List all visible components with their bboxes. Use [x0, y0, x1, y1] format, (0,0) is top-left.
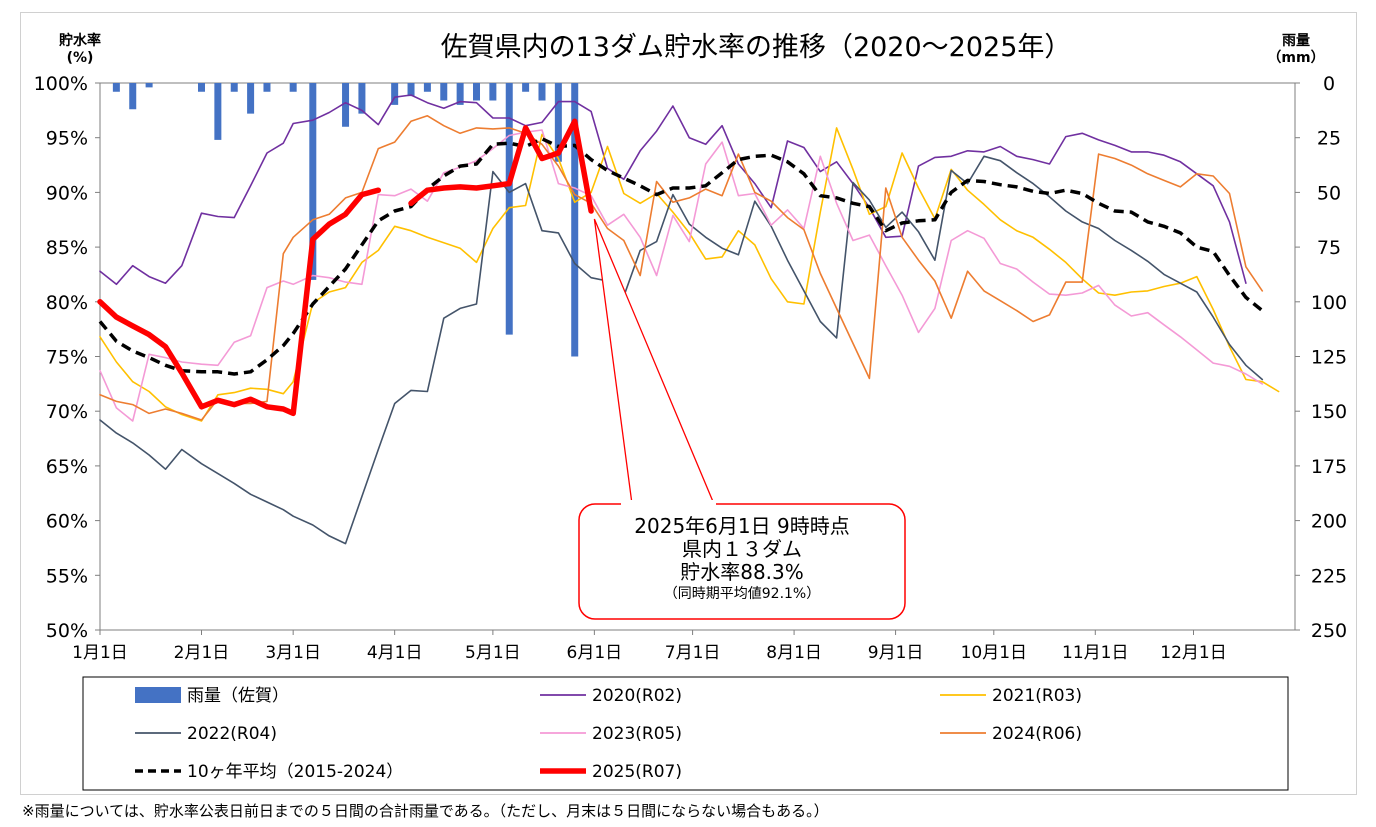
- left-tick-label: 75%: [46, 347, 88, 369]
- annotation-callout: 2025年6月1日 9時時点 県内１３ダム 貯水率88.3% （同時期平均値92…: [578, 218, 906, 620]
- right-tick-label: 75: [1317, 237, 1341, 259]
- right-axis-caption: 雨量: [1282, 33, 1310, 49]
- legend-label: 2022(R04): [187, 724, 277, 744]
- rain-bar: [391, 83, 399, 105]
- series-line: [99, 115, 1264, 421]
- x-tick-label: 3月1日: [265, 643, 321, 663]
- x-tick-label: 9月1日: [868, 643, 924, 663]
- rain-bar: [214, 83, 222, 140]
- right-tick-label: 50: [1317, 182, 1341, 204]
- x-tick-label: 10月1日: [961, 643, 1027, 663]
- x-tick-label: 7月1日: [665, 643, 721, 663]
- rain-bar: [112, 83, 120, 92]
- left-tick-label: 55%: [46, 565, 88, 587]
- right-axis-unit: （mm）: [1267, 50, 1324, 66]
- right-tick-label: 150: [1311, 401, 1347, 423]
- rain-bars: [112, 83, 579, 357]
- x-tick-label: 2月1日: [174, 643, 230, 663]
- right-tick-label: 0: [1323, 73, 1335, 95]
- rain-bar: [263, 83, 271, 92]
- footnote: ※雨量については、貯水率公表日前日までの５日間の合計雨量である。（ただし、月末は…: [22, 802, 829, 820]
- left-tick-label: 65%: [46, 456, 88, 478]
- annotation-box: [578, 503, 906, 620]
- rain-bar: [358, 83, 366, 114]
- right-tick-label: 25: [1317, 128, 1341, 150]
- legend-label: 2024(R06): [992, 724, 1082, 744]
- x-tick-label: 6月1日: [567, 643, 623, 663]
- left-tick-label: 70%: [46, 401, 88, 423]
- series-line: [99, 94, 1247, 286]
- left-axis-unit: (%): [67, 50, 94, 66]
- x-tick-label: 1月1日: [72, 643, 128, 663]
- chart-frame: [20, 12, 1357, 795]
- right-tick-label: 175: [1311, 456, 1347, 478]
- legend-label: 2020(R02): [592, 686, 682, 706]
- rain-bar: [554, 83, 562, 162]
- series-line: [99, 129, 1264, 422]
- legend-label: 10ヶ年平均（2015-2024）: [187, 762, 403, 782]
- series-line: [97, 118, 594, 417]
- chart-title: 佐賀県内の13ダム貯水率の推移（2020～2025年）: [441, 32, 1072, 63]
- legend-label: 2023(R05): [592, 724, 682, 744]
- annotation-line-3: 貯水率88.3%: [680, 560, 804, 584]
- x-tick-label: 11月1日: [1062, 643, 1128, 663]
- legend: 雨量（佐賀） 2020(R02) 2021(R03) 2022(R04) 2023(R0…: [82, 676, 1289, 791]
- rain-bar: [309, 83, 317, 280]
- right-tick-label: 250: [1311, 620, 1347, 642]
- rain-bar: [342, 83, 350, 127]
- x-tick-label: 4月1日: [367, 643, 423, 663]
- left-tick-label: 60%: [46, 511, 88, 533]
- rain-bar: [473, 83, 481, 101]
- rain-bar: [571, 83, 579, 357]
- left-tick-label: 50%: [46, 620, 88, 642]
- rain-bar: [440, 83, 448, 101]
- right-tick-label: 200: [1311, 511, 1347, 533]
- series-lines: [97, 94, 1280, 545]
- rain-bar: [129, 83, 137, 110]
- annotation-line-1: 2025年6月1日 9時時点: [634, 514, 849, 538]
- legend-label: 2021(R03): [992, 686, 1082, 706]
- x-tick-label: 8月1日: [766, 643, 822, 663]
- left-axis-caption: 貯水率: [59, 32, 101, 49]
- left-tick-label: 100%: [34, 73, 88, 95]
- left-tick-label: 90%: [46, 182, 88, 204]
- reservoir-chart: 佐賀県内の13ダム貯水率の推移（2020～2025年） 貯水率 (%) 雨量 （…: [34, 32, 1347, 791]
- right-tick-label: 125: [1311, 347, 1347, 369]
- x-tick-label: 5月1日: [465, 643, 521, 663]
- rain-bar: [230, 83, 238, 92]
- series-line: [99, 127, 1280, 422]
- rain-bar: [289, 83, 297, 92]
- rain-bar: [456, 83, 464, 105]
- series-line: [99, 155, 1264, 545]
- left-tick-label: 80%: [46, 292, 88, 314]
- annotation-pointer: [593, 218, 715, 505]
- annotation-line-4: （同時期平均値92.1%）: [664, 586, 820, 602]
- annotation-line-2: 県内１３ダム: [682, 537, 802, 561]
- x-tick-label: 12月1日: [1160, 643, 1226, 663]
- legend-box: [82, 676, 1289, 791]
- rain-bar: [407, 83, 415, 97]
- legend-swatch-rain: [135, 687, 181, 703]
- right-tick-label: 225: [1311, 565, 1347, 587]
- rain-bar: [197, 83, 205, 92]
- rain-bar: [522, 83, 530, 92]
- rain-bar: [538, 83, 546, 101]
- rain-bar: [145, 83, 153, 88]
- annotation-gap: [621, 500, 716, 508]
- axes: 50% 55% 60% 65% 70% 75% 80% 85% 90% 95% 100% 0 25 50 7…: [34, 73, 1347, 663]
- legend-label: 2025(R07): [592, 762, 682, 782]
- legend-label: 雨量（佐賀）: [187, 686, 289, 706]
- left-tick-label: 85%: [46, 237, 88, 259]
- right-tick-label: 100: [1311, 292, 1347, 314]
- rain-bar: [247, 83, 255, 114]
- rain-bar: [423, 83, 431, 92]
- left-tick-label: 95%: [46, 128, 88, 150]
- rain-bar: [489, 83, 497, 101]
